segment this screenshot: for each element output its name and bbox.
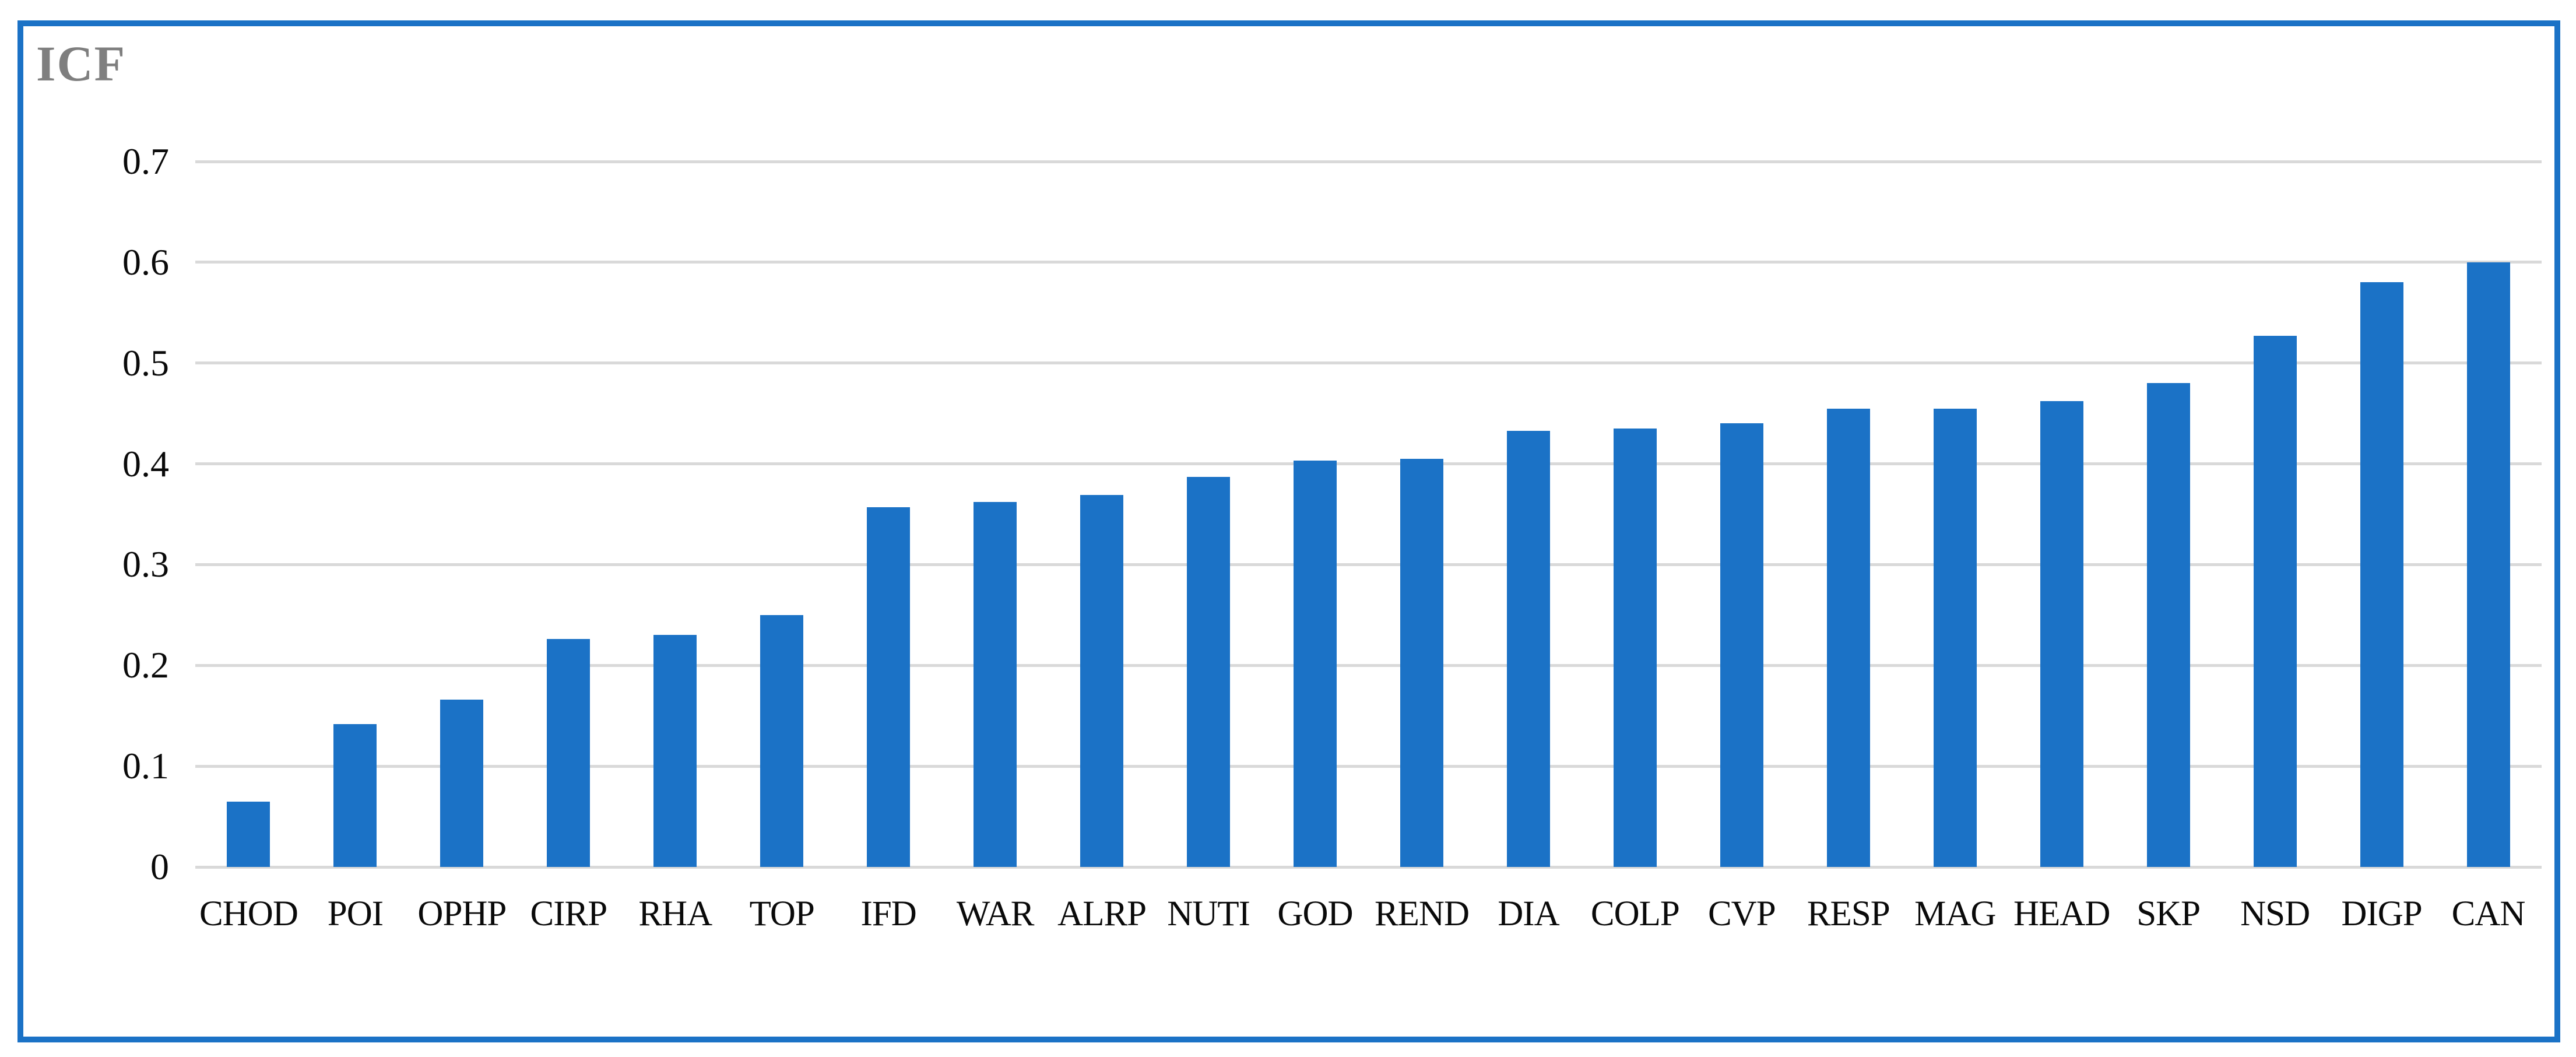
x-axis-label-ALRP: ALRP [1057,894,1147,933]
x-axis-label-CHOD: CHOD [199,894,298,933]
y-axis-tick-label: 0.6 [122,241,169,283]
gridline-0.4 [195,462,2542,466]
x-axis-label-SKP: SKP [2136,894,2201,933]
bar-MAG [1933,408,1977,867]
bar-TOP [760,614,804,867]
bar-DIGP [2360,282,2403,867]
bar-RESP [1826,408,1870,867]
x-axis-label-WAR: WAR [956,894,1035,933]
bar-OPHP [440,700,484,867]
x-axis-label-REND: REND [1374,894,1470,933]
x-axis-label-HEAD: HEAD [2013,894,2110,933]
y-axis-tick-label: 0.2 [122,644,169,686]
x-axis-label-CVP: CVP [1707,894,1776,933]
bar-GOD [1294,461,1337,867]
x-axis-label-CAN: CAN [2451,894,2526,933]
bar-POI [333,724,377,867]
bar-SKP [2146,383,2190,867]
x-axis-label-NUTI: NUTI [1167,894,1250,933]
bar-DIA [1506,430,1550,867]
gridline-0.2 [195,663,2542,667]
bar-CAN [2466,262,2510,867]
x-axis-label-NSD: NSD [2240,894,2310,933]
gridline-0 [195,865,2542,869]
bar-NUTI [1187,477,1231,867]
gridline-0.6 [195,261,2542,264]
bar-NSD [2253,336,2297,867]
gridline-0.1 [195,764,2542,768]
y-axis-tick-label: 0 [150,846,169,887]
bar-RHA [653,635,697,867]
x-axis-label-DIA: DIA [1498,894,1559,933]
bar-CIRP [547,639,591,867]
bar-REND [1400,458,1443,867]
x-axis-label-DIGP: DIGP [2341,894,2422,933]
y-axis-tick-label: 0.3 [122,543,169,585]
y-axis-tick-label: 0.4 [122,443,169,484]
x-axis-label-RESP: RESP [1807,894,1890,933]
bar-ALRP [1080,495,1124,867]
gridline-0.3 [195,563,2542,566]
y-axis-tick-label: 0.5 [122,342,169,384]
x-axis-label-RHA: RHA [638,894,712,933]
bar-WAR [974,502,1017,867]
chart-title: ICF [36,36,126,92]
y-axis-tick-label: 0.1 [122,745,169,787]
x-axis-label-MAG: MAG [1914,894,1996,933]
bar-COLP [1613,429,1657,867]
x-axis-label-OPHP: OPHP [417,894,507,933]
bar-HEAD [2040,401,2083,867]
bar-CHOD [227,801,270,867]
x-axis-label-TOP: TOP [749,894,815,933]
bar-CVP [1720,423,1763,867]
bar-IFD [867,507,911,867]
x-axis-label-COLP: COLP [1590,894,1680,933]
gridline-0.5 [195,361,2542,365]
x-axis-label-POI: POI [327,894,384,933]
x-axis-label-GOD: GOD [1277,894,1353,933]
y-axis-tick-label: 0.7 [122,141,169,182]
x-axis-label-IFD: IFD [860,894,917,933]
gridline-0.7 [195,160,2542,163]
x-axis-label-CIRP: CIRP [530,894,608,933]
